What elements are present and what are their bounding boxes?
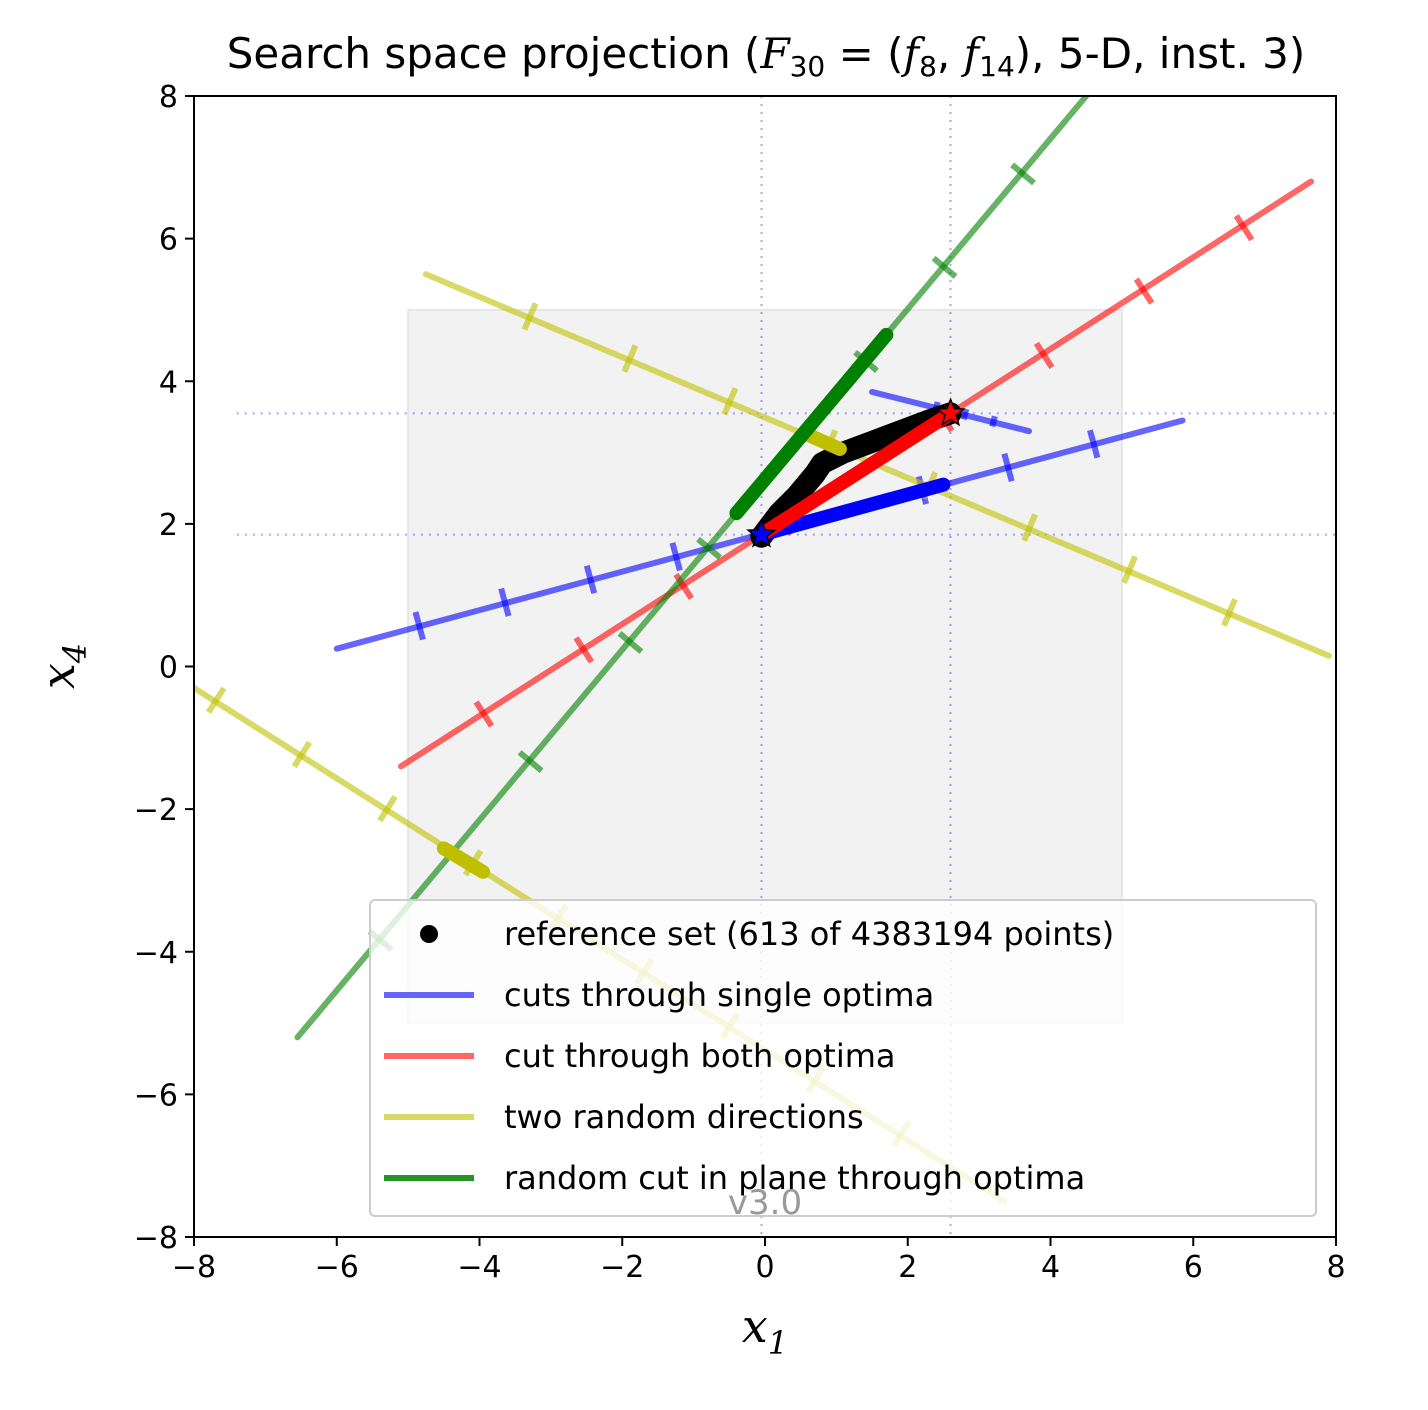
cuts-through-single-optima-tick [1001,452,1015,483]
reference-set-points [750,402,962,548]
two-random-directions-tick [1121,555,1138,584]
y-tick-label: 0 [159,651,178,686]
optimum-star-marker [746,518,777,548]
optimum-star-marker [935,397,966,427]
random-cut-in-plane-through-optima-tick [1010,162,1036,186]
legend-box [369,899,1317,1217]
cuts-through-single-optima-tick [583,564,598,595]
x-tick-label: −4 [457,1250,501,1285]
two-random-directions-tick [521,302,539,331]
y-tick-label: 8 [159,80,178,115]
axes: −8 −6 −4 −2 0 2 4 6 8 −8 −6 −4 −2 0 2 4 6 8 [134,80,1346,1285]
random-cut-in-plane-through-optima-tick [517,750,544,774]
two-random-directions-tick [721,387,739,416]
x-tick-label: −6 [315,1250,359,1285]
y-tick-label: −4 [134,936,178,971]
x-tick-label: 2 [898,1250,917,1285]
two-random-directions-highlight [436,841,491,879]
two-random-directions-tick [621,344,639,373]
x-axis-label: x1 [742,1299,788,1362]
legend-entry-label: cut through both optima [504,1037,896,1075]
version-watermark: v3.0 [728,1183,802,1223]
two-random-directions-tick [1021,513,1038,542]
x-tick-label: 6 [1184,1250,1203,1285]
cut-through-both-optima-tick [573,636,595,664]
cuts-through-single-optima-tick [989,415,998,428]
y-tick-label: 6 [159,223,178,258]
cuts-through-single-optima-tick [960,408,970,421]
cut-through-both-optima-tick [1133,277,1155,305]
two-random-directions-highlight [800,427,847,456]
legend-entry-label: cuts through single optima [504,976,934,1014]
legend-entry-label: reference set (613 of 4383194 points) [504,915,1114,953]
two-random-directions-tick [206,686,227,714]
y-tick-label: −8 [134,1221,178,1256]
legend: reference set (613 of 4383194 points) cut… [369,899,1317,1217]
cuts-through-single-optima-tick [669,542,683,572]
random-cut-in-plane-through-optima-highlight [729,327,894,521]
cuts-through-single-optima-tick [1087,429,1101,459]
cut-through-both-optima-tick [473,700,495,728]
y-axis-label: x4 [31,643,94,689]
two-random-directions-tick [291,740,313,769]
legend-entry-label: random cut in plane through optima [504,1159,1085,1197]
cut-through-both-optima-highlight [754,406,958,542]
chart-title: Search space projection (F30 = (f8, f14)… [227,29,1306,83]
cut-through-both-optima-tick [1033,341,1055,369]
two-random-directions-tick [1221,598,1238,627]
two-random-directions-tick [377,794,398,823]
x-tick-label: −8 [172,1250,216,1285]
x-tick-label: 4 [1041,1250,1060,1285]
y-tick-label: 4 [159,365,178,400]
legend-entry-label: two random directions [504,1098,864,1136]
y-tick-label: 2 [159,508,178,543]
random-cut-in-plane-through-optima-line [294,96,1090,1041]
y-tick-label: −6 [134,1078,178,1113]
y-tick-label: −2 [134,793,178,828]
random-cut-in-plane-through-optima-tick [931,255,958,279]
cuts-through-single-optima-tick [412,611,426,641]
random-cut-in-plane-through-optima-tick [696,536,722,560]
x-tick-label: 8 [1326,1250,1345,1285]
legend-marker-dot [420,925,438,943]
reference-set-point [812,453,833,474]
x-tick-label: 0 [755,1250,774,1285]
cut-through-both-optima-tick [1233,214,1255,242]
cuts-through-single-optima-tick [498,587,512,617]
reference-set-point [862,431,883,452]
x-tick-label: −2 [600,1250,644,1285]
random-cut-in-plane-through-optima-tick [617,630,644,654]
cuts-through-single-optima-highlight [754,477,951,542]
